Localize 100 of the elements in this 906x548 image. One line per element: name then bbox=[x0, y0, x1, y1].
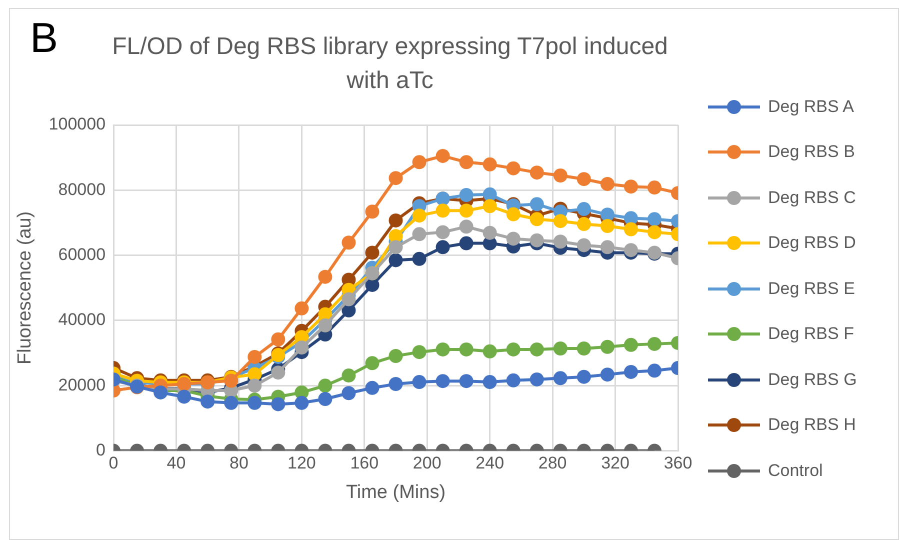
point bbox=[459, 155, 474, 170]
y-axis-title: Fluorescence (au) bbox=[14, 211, 36, 364]
point bbox=[600, 340, 614, 354]
point bbox=[553, 234, 568, 249]
point bbox=[436, 240, 450, 254]
legend-label: Deg RBS E bbox=[768, 278, 855, 299]
y-tick-label: 40000 bbox=[58, 310, 106, 330]
point bbox=[553, 342, 568, 356]
point bbox=[318, 318, 332, 332]
point bbox=[388, 253, 403, 268]
point bbox=[482, 344, 497, 358]
point bbox=[647, 225, 662, 240]
point bbox=[388, 171, 403, 186]
x-axis-title: Time (Mins) bbox=[346, 482, 446, 503]
point bbox=[412, 345, 426, 360]
x-tick-label: 360 bbox=[664, 454, 692, 473]
point bbox=[624, 211, 638, 226]
point bbox=[365, 380, 380, 395]
point bbox=[647, 364, 662, 378]
point bbox=[576, 370, 591, 384]
point bbox=[624, 338, 638, 352]
point bbox=[342, 386, 356, 400]
point bbox=[530, 372, 544, 386]
y-tick-label: 0 bbox=[96, 440, 106, 460]
x-tick-label: 320 bbox=[601, 454, 630, 473]
point bbox=[506, 207, 520, 222]
point bbox=[624, 364, 638, 379]
point bbox=[459, 220, 474, 234]
point bbox=[342, 292, 356, 306]
legend-label: Deg RBS F bbox=[768, 324, 854, 344]
x-tick-label: 40 bbox=[166, 454, 186, 473]
point bbox=[412, 208, 426, 223]
point bbox=[624, 180, 638, 194]
legend-label: Deg RBS A bbox=[768, 96, 854, 117]
point bbox=[600, 208, 614, 222]
point bbox=[436, 204, 450, 218]
point bbox=[388, 213, 403, 228]
legend-label: Deg RBS H bbox=[768, 415, 856, 436]
point bbox=[294, 301, 309, 316]
point bbox=[482, 226, 497, 240]
point bbox=[412, 227, 426, 242]
point bbox=[388, 348, 403, 363]
point bbox=[318, 378, 332, 393]
point bbox=[365, 356, 380, 370]
x-tick-label: 0 bbox=[108, 454, 118, 473]
point bbox=[506, 232, 520, 246]
x-tick-label: 120 bbox=[288, 454, 316, 473]
legend-label: Control bbox=[768, 460, 823, 481]
point bbox=[647, 336, 662, 351]
point bbox=[248, 378, 262, 393]
chart-title: FL/OD of Deg RBS library expressing T7pol induced with aTc bbox=[111, 32, 669, 96]
point bbox=[342, 368, 356, 383]
point bbox=[506, 161, 520, 176]
point bbox=[318, 270, 332, 284]
point bbox=[436, 374, 450, 388]
point bbox=[294, 340, 309, 355]
point bbox=[248, 367, 262, 382]
point bbox=[600, 368, 614, 382]
point bbox=[388, 377, 403, 392]
point bbox=[553, 371, 568, 386]
point bbox=[412, 252, 426, 266]
point bbox=[459, 374, 474, 388]
point bbox=[576, 217, 591, 232]
point bbox=[436, 148, 450, 163]
point bbox=[436, 225, 450, 240]
point bbox=[530, 166, 544, 180]
point bbox=[388, 240, 403, 254]
point bbox=[412, 155, 426, 170]
point bbox=[482, 199, 497, 214]
point bbox=[624, 243, 638, 258]
y-tick-label: 60000 bbox=[58, 245, 106, 264]
point bbox=[647, 180, 662, 195]
point bbox=[576, 238, 591, 252]
x-tick-label: 160 bbox=[350, 454, 379, 473]
x-tick-label: 280 bbox=[538, 454, 567, 473]
legend-label: Deg RBS G bbox=[768, 370, 857, 390]
x-tick-label: 200 bbox=[412, 454, 442, 473]
x-tick-label: 240 bbox=[476, 454, 504, 473]
point bbox=[576, 342, 591, 356]
point bbox=[576, 202, 591, 216]
y-tick-label: 100000 bbox=[48, 114, 106, 134]
point bbox=[365, 204, 380, 219]
point bbox=[436, 342, 450, 356]
point bbox=[318, 392, 332, 406]
point bbox=[271, 366, 286, 380]
legend-label: Deg RBS C bbox=[768, 188, 856, 208]
legend-label: Deg RBS D bbox=[768, 233, 856, 254]
point bbox=[342, 236, 356, 250]
point bbox=[459, 204, 474, 218]
point bbox=[482, 157, 497, 172]
point bbox=[530, 212, 544, 226]
point bbox=[248, 350, 262, 364]
point bbox=[224, 396, 238, 410]
point bbox=[412, 375, 426, 390]
point bbox=[647, 212, 662, 226]
point bbox=[271, 332, 286, 346]
point bbox=[200, 394, 215, 409]
point bbox=[530, 197, 544, 212]
x-tick-label: 80 bbox=[230, 454, 248, 473]
point bbox=[459, 342, 474, 356]
